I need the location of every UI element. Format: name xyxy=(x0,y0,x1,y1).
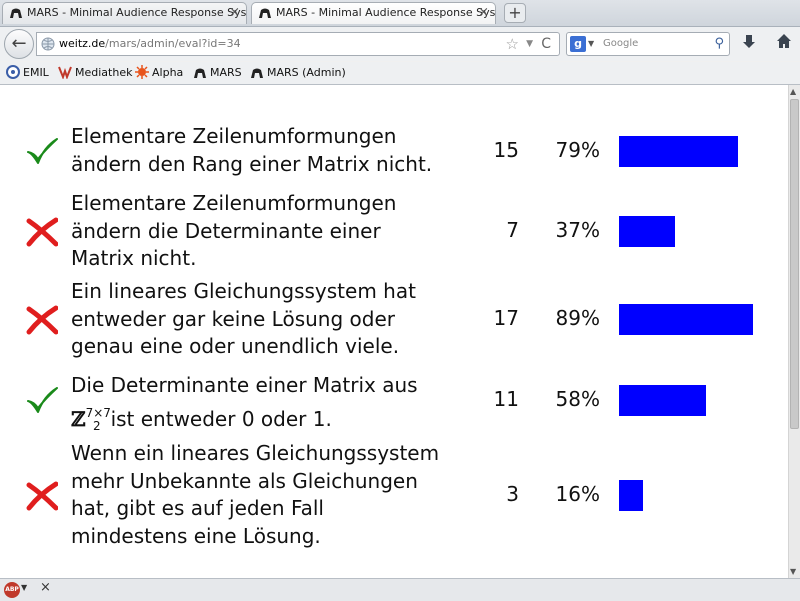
result-row: Die Determinante einer Matrix aus ℤ7×72 is… xyxy=(0,372,788,433)
bookmark-label: MARS xyxy=(210,66,242,79)
statement-line-text: ist entweder 0 oder 1. xyxy=(110,406,332,431)
close-tab-icon[interactable]: × xyxy=(229,5,240,20)
bookmark-mars-admin[interactable]: MARS (Admin) xyxy=(250,65,346,81)
statement-line: mindestens eine Lösung. xyxy=(71,523,321,548)
response-percent: 16% xyxy=(555,482,600,506)
vertical-scrollbar[interactable]: ▲ ▼ xyxy=(788,85,800,578)
adblock-icon[interactable]: ABP xyxy=(4,582,20,598)
bookmark-label: EMIL xyxy=(23,66,49,79)
statement-line: mehr Unbekannte als Gleichungen xyxy=(71,468,418,493)
search-bar[interactable]: g ▼ Google ⚲ xyxy=(566,32,730,56)
bookmark-mediathek[interactable]: Mediathek xyxy=(58,65,132,81)
scroll-down-icon[interactable]: ▼ xyxy=(790,567,797,576)
statement-line: ändern die Determinante einer xyxy=(71,218,381,243)
reload-icon[interactable]: C xyxy=(541,36,551,52)
alpha-icon xyxy=(135,65,149,79)
home-icon[interactable] xyxy=(776,33,792,54)
globe-icon xyxy=(41,37,55,51)
statement-line: genau eine oder unendlich viele. xyxy=(71,334,400,358)
result-row: Elementare Zeilenumformungen ändern die D… xyxy=(0,190,788,273)
page-content: Elementare Zeilenumformungen ändern den R… xyxy=(0,85,788,578)
result-row: Wenn ein lineares Gleichungssystem mehr U… xyxy=(0,440,788,550)
statement-text: Ein lineares Gleichungssystem hat entwede… xyxy=(71,278,471,361)
result-row: Elementare Zeilenumformungen ändern den R… xyxy=(0,123,788,178)
url-path: /mars/admin/eval?id=34 xyxy=(105,37,241,50)
percent-bar xyxy=(619,384,706,416)
mars-favicon-icon xyxy=(259,8,271,18)
response-percent: 58% xyxy=(555,386,600,411)
scroll-up-icon[interactable]: ▲ xyxy=(790,87,797,96)
google-icon[interactable]: g xyxy=(570,36,586,52)
statement-text: Elementare Zeilenumformungen ändern die D… xyxy=(71,190,471,273)
navigation-bar: ← weitz.de/mars/admin/eval?id=34 ☆ ▼ C g… xyxy=(0,27,800,61)
bookmarks-toolbar: EMIL Mediathek Alpha MARS MARS (Admin) xyxy=(0,62,800,85)
statement-line: entweder gar keine Lösung oder xyxy=(71,306,395,331)
mediathek-icon xyxy=(58,66,72,80)
close-tab-icon[interactable]: × xyxy=(478,5,489,20)
math-set-symbol: ℤ xyxy=(71,406,86,431)
scroll-thumb[interactable] xyxy=(790,99,799,429)
adblock-dropdown-icon[interactable]: ▼ xyxy=(21,583,28,592)
response-percent: 37% xyxy=(555,218,600,243)
tab-strip: MARS - Minimal Audience Response System … xyxy=(0,0,800,27)
close-addon-bar-icon[interactable]: × xyxy=(40,580,51,595)
mars-admin-icon xyxy=(251,68,263,78)
percent-bar xyxy=(619,216,675,248)
response-count: 7 xyxy=(506,218,519,243)
statement-line: Ein lineares Gleichungssystem hat xyxy=(71,279,416,303)
bookmark-mars[interactable]: MARS xyxy=(193,65,242,81)
url-host: weitz.de xyxy=(59,37,106,50)
response-percent: 79% xyxy=(555,137,600,162)
cross-icon xyxy=(26,305,58,335)
bookmark-label: Mediathek xyxy=(75,66,133,79)
download-icon[interactable] xyxy=(742,34,756,54)
checkmark-icon xyxy=(27,386,58,413)
statement-line: Elementare Zeilenumformungen xyxy=(71,124,397,148)
statement-line: Elementare Zeilenumformungen xyxy=(71,191,397,215)
percent-bar xyxy=(619,480,643,511)
url-bar[interactable]: weitz.de/mars/admin/eval?id=34 ☆ ▼ C xyxy=(36,32,560,56)
statement-text: Die Determinante einer Matrix aus ℤ7×72 is… xyxy=(71,372,471,440)
search-engine-dropdown-icon[interactable]: ▼ xyxy=(588,39,595,48)
mars-favicon-icon xyxy=(10,8,22,18)
mars-icon xyxy=(194,68,206,78)
bookmark-star-icon[interactable]: ☆ xyxy=(505,35,519,53)
tab-mars-1[interactable]: MARS - Minimal Audience Response System … xyxy=(2,2,247,24)
statement-text: Wenn ein lineares Gleichungssystem mehr U… xyxy=(71,440,471,550)
statement-line: Matrix nicht. xyxy=(71,246,197,270)
response-count: 15 xyxy=(493,137,519,162)
new-tab-button[interactable]: + xyxy=(504,3,526,23)
bookmark-emil[interactable]: EMIL xyxy=(6,65,49,81)
tab-mars-2[interactable]: MARS - Minimal Audience Response System … xyxy=(251,2,496,24)
response-count: 17 xyxy=(493,306,519,331)
percent-bar xyxy=(619,135,738,167)
bookmark-label: MARS (Admin) xyxy=(267,66,346,79)
search-placeholder: Google xyxy=(603,38,639,49)
tab-title: MARS - Minimal Audience Response System xyxy=(276,6,496,19)
statement-text: Elementare Zeilenumformungen ändern den R… xyxy=(71,123,471,178)
result-row: Ein lineares Gleichungssystem hat entwede… xyxy=(0,278,788,361)
back-button[interactable]: ← xyxy=(4,29,34,59)
math-superscript: 7×7 xyxy=(85,405,111,420)
tab-title: MARS - Minimal Audience Response System xyxy=(27,6,247,19)
addon-bar: ABP ▼ × xyxy=(0,578,800,601)
cross-icon xyxy=(26,481,58,511)
statement-line: ändern den Rang einer Matrix nicht. xyxy=(71,151,433,176)
bookmark-label: Alpha xyxy=(152,66,184,79)
checkmark-icon xyxy=(27,137,58,164)
response-count: 11 xyxy=(493,386,519,411)
emil-icon xyxy=(6,65,20,79)
response-percent: 89% xyxy=(555,306,600,331)
search-icon[interactable]: ⚲ xyxy=(714,36,724,51)
statement-line: Die Determinante einer Matrix aus xyxy=(71,373,418,397)
bookmark-alpha[interactable]: Alpha xyxy=(135,65,183,81)
statement-line: Wenn ein lineares Gleichungssystem xyxy=(71,441,440,465)
math-subscript: 2 xyxy=(92,418,101,433)
statement-line: ℤ7×72 ist entweder 0 oder 1. xyxy=(71,400,471,441)
cross-icon xyxy=(26,217,58,247)
history-dropdown-icon[interactable]: ▼ xyxy=(526,39,533,49)
response-count: 3 xyxy=(506,482,519,506)
statement-line: hat, gibt es auf jeden Fall xyxy=(71,496,324,520)
percent-bar xyxy=(619,304,753,336)
